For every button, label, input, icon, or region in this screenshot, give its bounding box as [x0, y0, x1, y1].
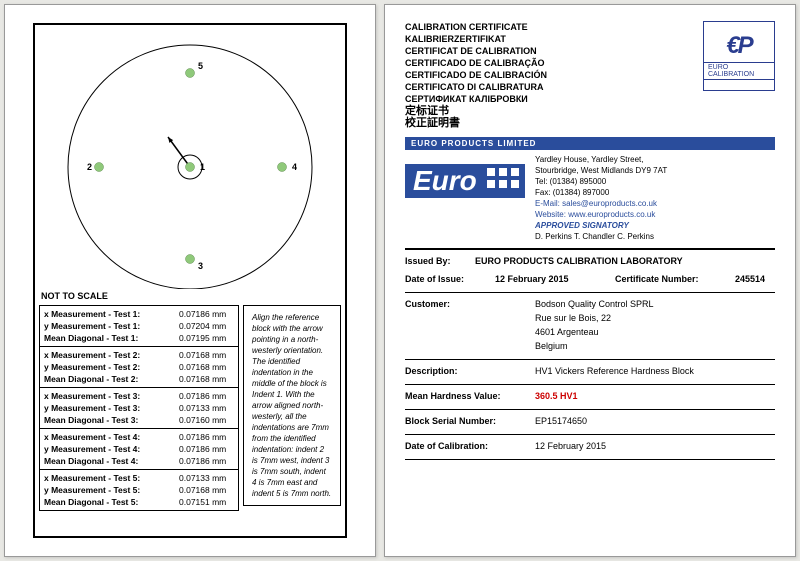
date-issue-k: Date of Issue:	[405, 272, 495, 286]
mean-hardness-k: Mean Hardness Value:	[405, 389, 535, 403]
block-serial-v: EP15174650	[535, 414, 775, 428]
description-v: HV1 Vickers Reference Hardness Block	[535, 364, 775, 378]
customer-line: Bodson Quality Control SPRL	[535, 297, 775, 311]
ep-logo-sub: EURO CALIBRATION	[704, 62, 774, 80]
measurement-group: x Measurement - Test 3:0.07186 mmy Measu…	[40, 388, 238, 429]
svg-text:4: 4	[292, 162, 297, 172]
left-page: 1 2 3 4 5 NOT TO SCALE x Measurement - Test …	[4, 4, 376, 557]
date-cal-v: 12 February 2015	[535, 439, 775, 453]
signatory-names: D. Perkins T. Chandler C. Perkins	[535, 231, 775, 242]
customer-line: 4601 Argenteau	[535, 325, 775, 339]
issued-by-k: Issued By:	[405, 254, 475, 268]
measurement-group: x Measurement - Test 1:0.07186 mmy Measu…	[40, 306, 238, 347]
block-serial-k: Block Serial Number:	[405, 414, 535, 428]
cert-no-v: 245514	[735, 272, 765, 286]
cert-title-line: 校正証明書	[405, 117, 547, 129]
cert-no-k: Certificate Number:	[615, 272, 735, 286]
rule-6	[405, 459, 775, 460]
svg-text:Euro: Euro	[413, 165, 477, 196]
instructions-box: Align the reference block with the arrow…	[243, 305, 341, 506]
issued-by-row: Issued By: EURO PRODUCTS CALIBRATION LAB…	[405, 254, 775, 268]
svg-text:1: 1	[200, 162, 205, 172]
email: E-Mail: sales@europroducts.co.uk	[535, 198, 775, 209]
rule-2	[405, 359, 775, 360]
customer-k: Customer:	[405, 297, 535, 311]
company-name-bar: EURO PRODUCTS LIMITED	[405, 137, 775, 150]
rule-3	[405, 384, 775, 385]
measurement-group: x Measurement - Test 2:0.07168 mmy Measu…	[40, 347, 238, 388]
cert-title-line: CERTIFICADO DE CALIBRACIÓN	[405, 69, 547, 81]
rule-1	[405, 292, 775, 293]
date-cal-k: Date of Calibration:	[405, 439, 535, 453]
svg-text:2: 2	[87, 162, 92, 172]
not-to-scale-label: NOT TO SCALE	[41, 291, 108, 301]
cert-title-line: CERTIFICAT DE CALIBRATION	[405, 45, 547, 57]
date-issue-v: 12 February 2015	[495, 272, 615, 286]
euro-products-logo: Euro	[405, 154, 525, 202]
addr-line1: Yardley House, Yardley Street,	[535, 154, 775, 165]
svg-text:3: 3	[198, 261, 203, 271]
cert-title-line: CERTIFICATO DI CALIBRATURA	[405, 81, 547, 93]
customer-v: Bodson Quality Control SPRLRue sur le Bo…	[535, 297, 775, 353]
cert-title-line: KALIBRIERZERTIFIKAT	[405, 33, 547, 45]
approved-signatory-label: APPROVED SIGNATORY	[535, 220, 775, 231]
description-k: Description:	[405, 364, 535, 378]
mean-hardness-v: 360.5 HV1	[535, 389, 775, 403]
measurement-group: x Measurement - Test 4:0.07186 mmy Measu…	[40, 429, 238, 470]
cert-title-line: CERTIFICADO DE CALIBRAÇÃO	[405, 57, 547, 69]
measurement-table: x Measurement - Test 1:0.07186 mmy Measu…	[39, 305, 239, 511]
fax: Fax: (01384) 897000	[535, 187, 775, 198]
cert-title-line: 定标证书	[405, 105, 547, 117]
svg-text:5: 5	[198, 61, 203, 71]
tel: Tel: (01384) 895000	[535, 176, 775, 187]
customer-line: Belgium	[535, 339, 775, 353]
certificate-title-block: CALIBRATION CERTIFICATEKALIBRIERZERTIFIK…	[405, 21, 547, 129]
euro-calibration-logo: €P EURO CALIBRATION	[703, 21, 775, 91]
rule-thick	[405, 248, 775, 250]
reference-circle-diagram: 1 2 3 4 5	[60, 29, 320, 289]
website: Website: www.europroducts.co.uk	[535, 209, 775, 220]
right-page: CALIBRATION CERTIFICATEKALIBRIERZERTIFIK…	[384, 4, 796, 557]
ep-monogram: €P	[726, 32, 751, 60]
addr-line2: Stourbridge, West Midlands DY9 7AT	[535, 165, 775, 176]
issued-by-v: EURO PRODUCTS CALIBRATION LABORATORY	[475, 254, 775, 268]
rule-5	[405, 434, 775, 435]
company-info: Yardley House, Yardley Street, Stourbrid…	[535, 154, 775, 242]
measurement-group: x Measurement - Test 5:0.07133 mmy Measu…	[40, 470, 238, 510]
rule-4	[405, 409, 775, 410]
cert-title-line: CALIBRATION CERTIFICATE	[405, 21, 547, 33]
customer-line: Rue sur le Bois, 22	[535, 311, 775, 325]
cert-title-line: СЕРТИФИКАТ КАЛІБРОВКИ	[405, 93, 547, 105]
